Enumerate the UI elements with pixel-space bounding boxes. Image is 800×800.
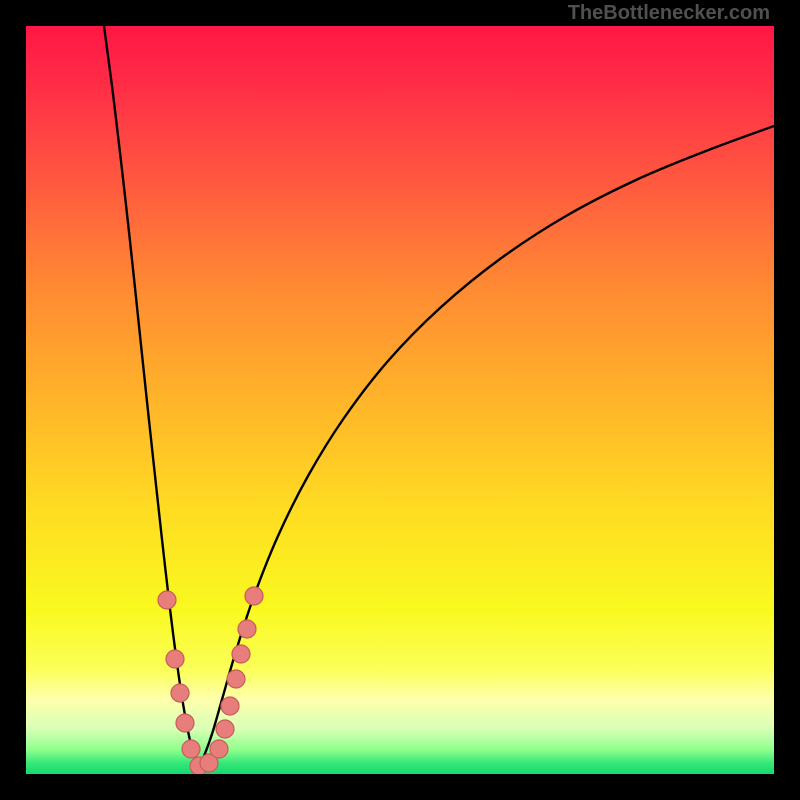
marker-right-2 bbox=[216, 720, 234, 738]
marker-left-2 bbox=[171, 684, 189, 702]
watermark-label: TheBottlenecker.com bbox=[568, 2, 770, 25]
marker-left-1 bbox=[166, 650, 184, 668]
marker-right-6 bbox=[238, 620, 256, 638]
marker-left-4 bbox=[182, 740, 200, 758]
marker-right-4 bbox=[227, 670, 245, 688]
marker-left-3 bbox=[176, 714, 194, 732]
marker-right-5 bbox=[232, 645, 250, 663]
chart-svg bbox=[26, 26, 774, 774]
bottleneck-curve bbox=[104, 26, 774, 767]
marker-right-7 bbox=[245, 587, 263, 605]
marker-right-3 bbox=[221, 697, 239, 715]
marker-right-1 bbox=[210, 740, 228, 758]
marker-left-0 bbox=[158, 591, 176, 609]
plot-area bbox=[26, 26, 774, 774]
chart-frame: TheBottlenecker.com bbox=[0, 0, 800, 800]
